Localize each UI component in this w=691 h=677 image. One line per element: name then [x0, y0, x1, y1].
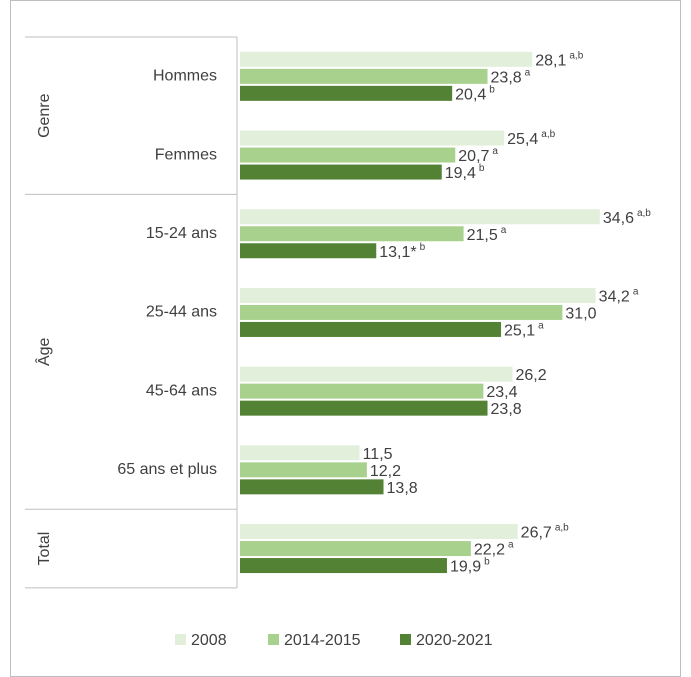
bar	[240, 243, 377, 259]
value-text: 23,8	[491, 401, 522, 418]
category-label: 45-64 ans	[146, 382, 217, 399]
value-label: 25,4 a,b	[507, 129, 555, 149]
bar	[240, 524, 518, 540]
value-note: a	[633, 286, 639, 297]
bar	[240, 226, 464, 242]
legend-swatch	[400, 634, 411, 645]
value-text: 22,2	[474, 542, 505, 559]
bar	[240, 479, 384, 495]
value-text: 19,9	[450, 559, 481, 576]
value-note: b	[489, 84, 495, 95]
bar	[240, 85, 453, 101]
bar	[240, 164, 442, 180]
value-text: 11,5	[363, 446, 393, 463]
value-label: 31,0	[565, 306, 596, 323]
category-label: 25-44 ans	[146, 304, 217, 321]
value-label: 22,2 a	[474, 539, 514, 559]
value-text: 34,2	[599, 289, 630, 306]
value-label: 20,4 b	[455, 84, 495, 104]
value-text: 31,0	[565, 306, 596, 323]
legend-swatch	[268, 634, 279, 645]
value-label: 12,2	[370, 463, 401, 480]
category-label: 65 ans et plus	[117, 461, 217, 478]
value-text: 20,4	[455, 87, 486, 104]
value-note: a	[508, 539, 514, 550]
value-text: 12,2	[370, 463, 401, 480]
value-text: 26,2	[515, 367, 546, 384]
value-note: a	[501, 224, 507, 235]
bar	[240, 400, 488, 416]
value-label: 21,5 a	[467, 224, 507, 244]
value-note: a,b	[637, 207, 651, 218]
value-text: 13,1*	[379, 244, 416, 261]
value-label: 13,8	[387, 480, 418, 497]
value-text: 23,8	[491, 70, 522, 87]
bar	[240, 304, 563, 320]
bar	[240, 558, 447, 574]
category-label: Femmes	[155, 146, 217, 163]
value-note: a,b	[541, 129, 555, 140]
bar	[240, 287, 596, 303]
value-label: 11,5	[363, 446, 393, 463]
value-text: 23,4	[486, 384, 517, 401]
group-label: Âge	[34, 337, 53, 366]
value-text: 25,1	[504, 323, 535, 340]
value-label: 19,9 b	[450, 556, 490, 576]
value-note: a,b	[569, 50, 583, 61]
value-label: 20,7 a	[458, 146, 498, 166]
value-note: b	[484, 556, 490, 567]
value-text: 13,8	[387, 480, 418, 497]
value-note: a,b	[555, 522, 569, 533]
bar	[240, 366, 513, 382]
value-note: a	[525, 67, 531, 78]
value-note: b	[479, 163, 485, 174]
value-note: b	[420, 241, 426, 252]
category-label: Hommes	[153, 68, 217, 85]
value-label: 25,1 a	[504, 320, 544, 340]
bar	[240, 51, 533, 67]
bar	[240, 383, 484, 399]
bar	[240, 541, 471, 557]
bar	[240, 445, 360, 461]
value-label: 23,4	[486, 384, 517, 401]
group-label: Genre	[36, 93, 53, 138]
bar	[240, 147, 456, 163]
value-note: a	[492, 146, 498, 157]
value-text: 21,5	[467, 227, 498, 244]
bar	[240, 209, 600, 225]
value-label: 19,4 b	[445, 163, 485, 183]
value-label: 28,1 a,b	[535, 50, 583, 70]
group-label: Total	[36, 532, 53, 566]
value-label: 26,7 a,b	[521, 522, 569, 542]
bar	[240, 68, 488, 84]
value-label: 34,6 a,b	[603, 207, 651, 227]
bar	[240, 130, 505, 146]
bar	[240, 462, 367, 478]
value-label: 26,2	[515, 367, 546, 384]
chart-border	[10, 0, 681, 677]
bar	[240, 321, 502, 337]
category-label: 15-24 ans	[146, 225, 217, 242]
value-label: 34,2 a	[599, 286, 639, 306]
value-label: 23,8	[491, 401, 522, 418]
value-text: 28,1	[535, 53, 566, 70]
value-label: 23,8 a	[491, 67, 531, 87]
value-label: 13,1* b	[379, 241, 425, 261]
value-text: 25,4	[507, 131, 538, 148]
value-text: 19,4	[445, 165, 476, 182]
legend-label: 2020-2021	[416, 632, 493, 649]
legend-swatch	[175, 634, 186, 645]
value-note: a	[538, 320, 544, 331]
legend-label: 2014-2015	[284, 632, 361, 649]
value-text: 26,7	[521, 525, 552, 542]
value-text: 20,7	[458, 148, 489, 165]
value-text: 34,6	[603, 210, 634, 227]
legend-label: 2008	[191, 632, 227, 649]
